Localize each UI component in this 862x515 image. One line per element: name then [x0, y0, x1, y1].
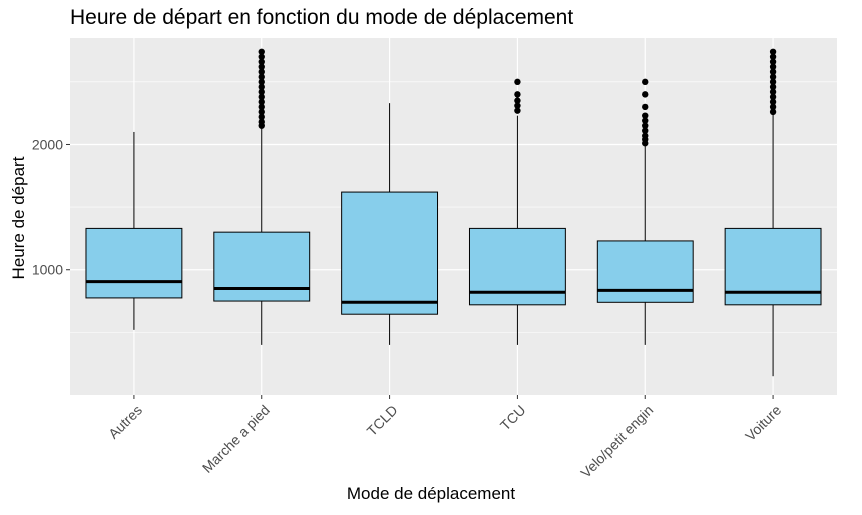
x-tick-label: Marche a pied: [199, 402, 273, 476]
outlier-point: [769, 73, 777, 81]
outlier-point: [258, 113, 265, 121]
outlier-point: [514, 102, 521, 109]
outlier-point: [258, 88, 265, 96]
outlier-point: [258, 78, 265, 86]
outlier-point: [642, 78, 649, 86]
outlier-point: [769, 83, 777, 91]
x-tick-label: Autres: [105, 402, 145, 442]
outlier-point: [642, 122, 649, 129]
outlier-point: [258, 93, 265, 101]
outlier-point: [258, 83, 265, 91]
outlier-point: [642, 117, 649, 124]
outlier-point: [769, 58, 777, 65]
box-iqr: [213, 231, 311, 302]
y-tick-label: 2000: [32, 136, 63, 152]
outlier-point: [514, 107, 521, 114]
outlier-point: [769, 53, 777, 60]
y-tick-label: 1000: [32, 262, 63, 278]
box-tcu: [468, 78, 566, 345]
outlier-point: [642, 112, 649, 119]
outlier-point: [514, 97, 521, 104]
outlier-point: [769, 88, 777, 96]
x-axis-ticks: Autres Marche a pied TCLD TCU Velo/petit eng…: [105, 395, 784, 481]
outlier-point: [514, 78, 521, 86]
outlier-point: [769, 98, 777, 106]
box-iqr: [596, 240, 694, 303]
outlier-point: [642, 91, 649, 98]
y-axis-ticks: 1000 2000: [32, 136, 70, 278]
outlier-point: [258, 103, 265, 111]
outlier-point: [642, 132, 649, 139]
outlier-point: [258, 98, 265, 106]
box-autres: [85, 131, 183, 330]
plot-panel: [70, 38, 837, 395]
outlier-point: [769, 93, 777, 101]
outlier-point: [642, 103, 649, 111]
outlier-point: [258, 53, 265, 60]
outlier-point: [258, 63, 265, 71]
chart-title: Heure de départ en fonction du mode de d…: [70, 6, 574, 29]
box-velo-petit-engin: [596, 78, 694, 345]
outlier-point: [258, 68, 265, 76]
outlier-point: [769, 68, 777, 76]
outlier-point: [769, 78, 777, 86]
outlier-point: [769, 48, 777, 55]
x-tick-label: TCU: [497, 402, 529, 434]
box-iqr: [85, 227, 183, 299]
box-marche-a-pied: [213, 48, 311, 345]
outlier-point: [258, 118, 265, 126]
y-axis-label: Heure de départ: [9, 156, 28, 280]
box-layer: [85, 48, 822, 377]
outlier-point: [258, 48, 265, 55]
box-tcld: [341, 103, 439, 345]
outlier-point: [258, 58, 265, 65]
x-tick-label: TCLD: [364, 402, 401, 439]
outlier-point: [514, 91, 521, 98]
outlier-point: [769, 103, 777, 111]
x-tick-label: Velo/petit engin: [577, 402, 656, 481]
box-iqr: [341, 191, 439, 315]
outlier-point: [642, 127, 649, 134]
outlier-point: [769, 63, 777, 71]
outlier-point: [769, 108, 777, 116]
box-voiture: [724, 48, 822, 377]
outlier-point: [258, 108, 265, 116]
x-tick-label: Voiture: [742, 402, 784, 444]
x-axis-label: Mode de déplacement: [346, 484, 516, 503]
outlier-point: [258, 73, 265, 81]
